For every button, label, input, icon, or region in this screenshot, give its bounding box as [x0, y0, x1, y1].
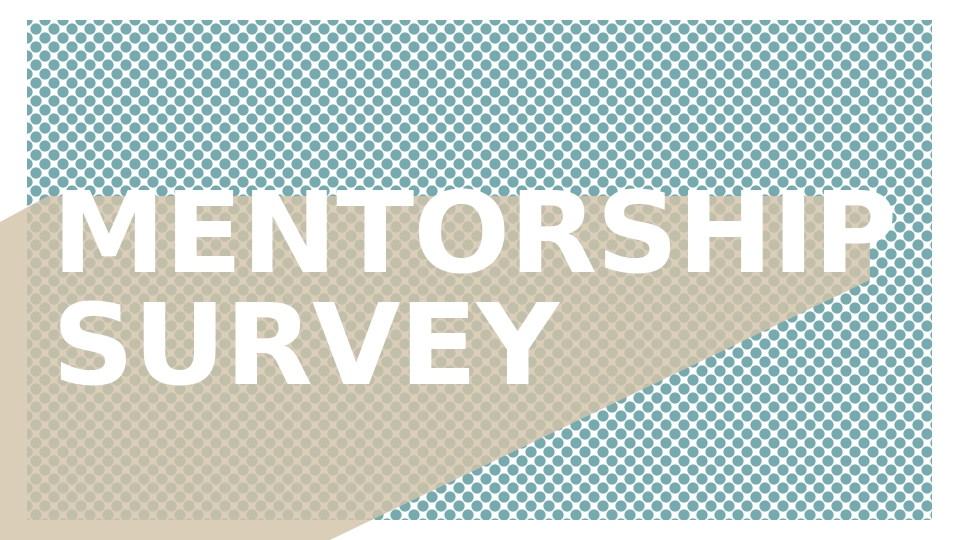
slide-title: MENTORSHIP SURVEY [52, 169, 897, 411]
title-line-2: SURVEY [52, 281, 559, 411]
title-line-1: MENTORSHIP [52, 169, 897, 299]
